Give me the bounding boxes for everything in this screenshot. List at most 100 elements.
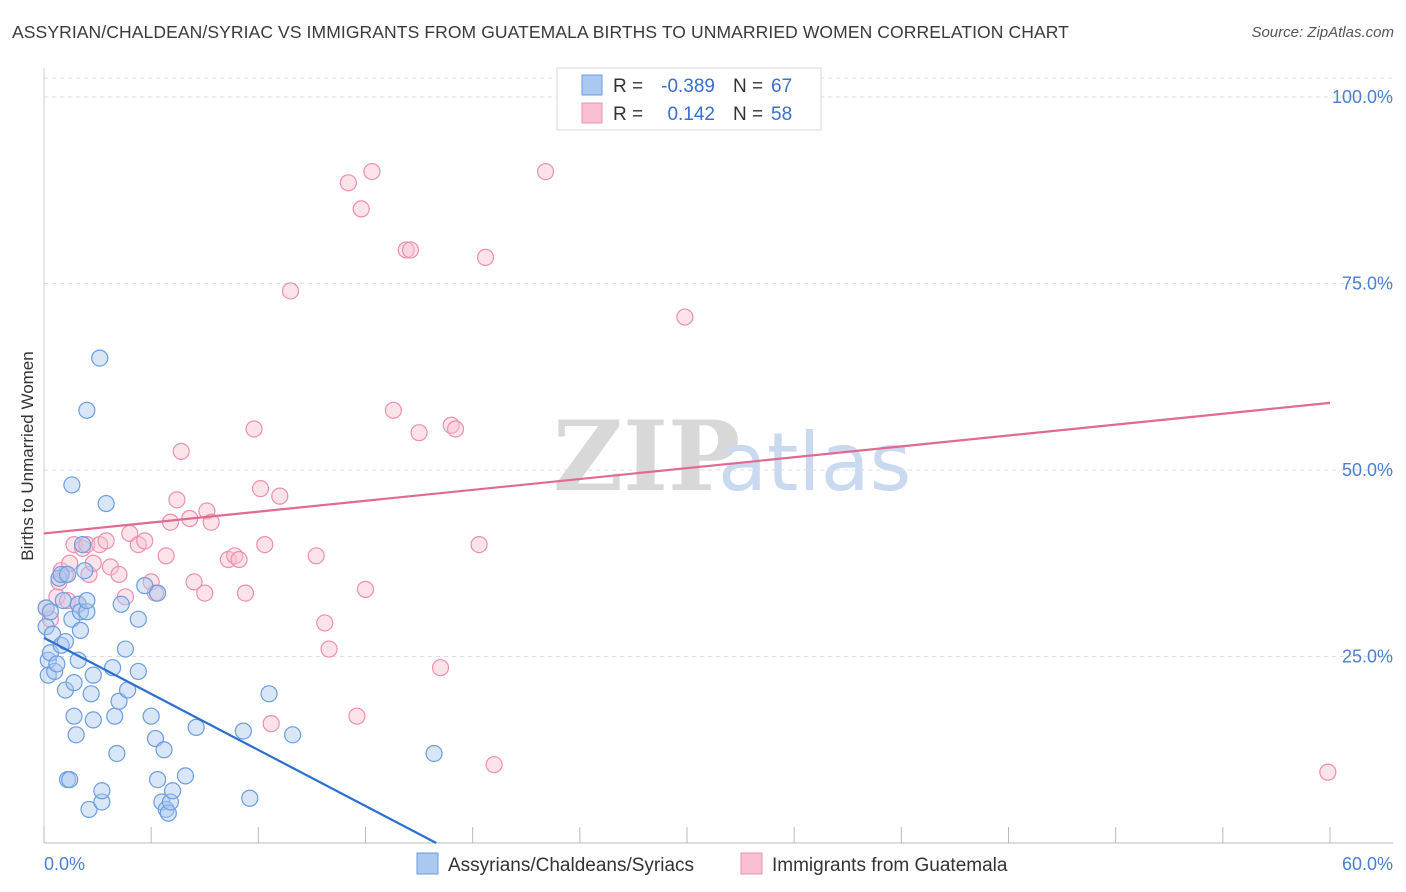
guatemala-point-59 [476,248,495,266]
assyrian-point-9 [52,565,70,584]
guatemala-point-30 [196,584,214,602]
assyrian-point-48 [142,707,160,725]
guatemala-point-57 [446,420,465,438]
watermark: ZIP atlas [553,400,911,513]
y-tick-label-1: 50.0% [1342,460,1393,480]
guatemala-point-17 [110,565,128,584]
assyrian-point-61 [241,789,259,807]
y-tick-label-0: 25.0% [1342,647,1393,667]
guatemala-point-40 [262,715,280,733]
guatemala-point-61 [536,163,555,181]
guatemala-point-11 [78,535,96,554]
assyrian-point-31 [82,685,100,703]
assyrian-point-42 [112,595,130,613]
legend-r-value-2: 0.142 [667,104,715,125]
guatemala-point-31 [198,502,216,520]
y-tick-label-3: 100.0% [1332,87,1393,107]
assyrian-point-19 [65,707,83,725]
trendlines [43,401,1331,844]
bottom-legend: Assyrians/Chaldeans/Syriacs Immigrants f… [416,852,1008,876]
assyrian-point-17 [63,476,81,494]
guatemala-point-50 [363,163,381,181]
guatemala-point-27 [172,442,190,460]
guatemala-point-32 [202,513,220,531]
y-axis-title: Births to Unmarried Women [18,351,37,560]
x-tick-label-1: 60.0% [1342,854,1393,874]
axes [43,68,1393,844]
gridlines [44,77,1393,657]
assyrian-point-59 [187,718,205,736]
legend-n-value-2: 58 [771,104,792,125]
legend-n-label-2: N = [733,104,763,125]
guatemala-point-53 [401,241,420,259]
guatemala-point-15 [97,532,115,550]
assyrian-point-66 [58,565,77,584]
legend-r-label-2: R = [613,104,643,125]
guatemala-point-44 [316,614,334,632]
bottom-legend-swatch-guatemala [740,852,763,875]
assyrian-point-45 [129,610,147,628]
guatemala-point-38 [251,480,270,498]
guatemala-point-41 [271,487,289,505]
legend-box: R = -0.389 N = 67 R = 0.142 N = 58 [556,67,822,131]
assyrian-point-58 [176,767,195,785]
legend-n-label-1: N = [733,76,763,97]
guatemala-point-35 [230,550,248,569]
chart-title: ASSYRIAN/CHALDEAN/SYRIAC VS IMMIGRANTS F… [12,22,1069,42]
guatemala-point-48 [352,200,370,218]
guatemala-point-51 [384,401,402,419]
assyrian-point-11 [54,591,72,610]
assyrian-point-36 [93,782,111,800]
y-tick-labels: 25.0% 50.0% 75.0% 100.0% [1332,87,1393,667]
guatemala-point-58 [470,535,488,554]
guatemala-point-37 [245,420,263,438]
x-tick-labels: 0.0% 60.0% [44,854,1393,874]
guatemala-point-39 [256,535,274,554]
assyrian-point-27 [78,401,96,419]
assyrian-point-65 [41,603,60,621]
guatemala-point-63 [1319,763,1337,781]
guatemala-point-55 [431,659,450,677]
series-assyrian-points [37,349,443,822]
guatemala-point-43 [307,547,325,565]
guatemala-point-47 [348,707,366,725]
guatemala-point-46 [339,174,357,192]
assyrian-point-32 [84,711,102,729]
assyrian-point-20 [67,726,85,744]
assyrian-point-47 [136,577,154,595]
y-tick-label-2: 75.0% [1342,274,1393,294]
assyrian-point-60 [234,722,252,740]
assyrian-point-62 [260,685,278,703]
guatemala-point-42 [281,282,300,300]
legend-swatch-assyrian [581,74,603,96]
legend-n-value-1: 67 [771,76,792,97]
trendline-guatemala [43,401,1331,535]
guatemala-point-54 [410,424,428,442]
assyrian-point-63 [284,726,302,744]
assyrian-point-37 [97,494,115,513]
assyrian-point-23 [71,621,90,639]
assyrian-point-7 [48,655,66,673]
series-guatemala-points [37,163,1337,781]
bottom-legend-swatch-assyrian [416,852,439,875]
guatemala-point-29 [185,573,203,591]
assyrian-point-33 [84,666,102,684]
legend-swatch-guatemala [581,102,603,124]
assyrian-point-57 [164,782,182,800]
legend-r-label-1: R = [613,76,643,97]
guatemala-point-21 [136,532,154,550]
guatemala-point-62 [676,308,694,326]
assyrian-point-51 [148,584,167,602]
watermark-zip: ZIP [553,400,740,513]
assyrian-point-39 [106,707,124,725]
assyrian-point-26 [76,562,94,580]
bottom-legend-label-guatemala: Immigrants from Guatemala [772,855,1008,876]
guatemala-point-52 [397,241,415,259]
assyrian-point-53 [155,741,173,759]
assyrian-point-18 [65,674,83,692]
trendline-assyrian [43,636,437,844]
guatemala-point-60 [485,756,503,774]
guatemala-point-26 [168,491,186,509]
assyrian-point-15 [61,770,79,789]
